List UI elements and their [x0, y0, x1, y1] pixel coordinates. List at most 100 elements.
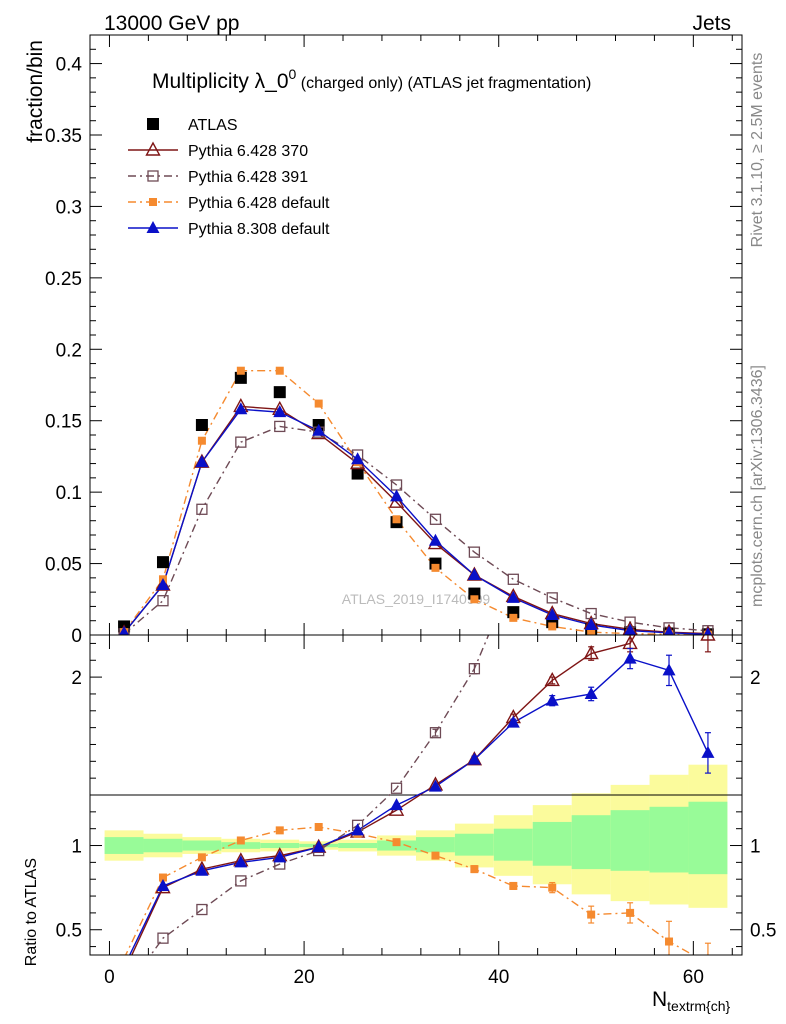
ratio-y-tick-label-right: 1: [750, 837, 761, 858]
ratio-point: [392, 838, 401, 847]
data-point: [351, 467, 364, 480]
legend-label: Pythia 6.428 370: [188, 143, 308, 160]
mcplots-label: mcplots.cern.ch [arXiv:1306.3436]: [749, 365, 766, 607]
data-point: [275, 366, 284, 375]
ratio-point: [701, 745, 715, 758]
header-left: 13000 GeV pp: [104, 12, 239, 35]
stat-uncertainty-band: [104, 837, 144, 854]
data-point: [428, 533, 442, 546]
data-point: [157, 595, 169, 607]
stat-uncertainty-band: [416, 837, 455, 853]
data-point: [119, 625, 130, 635]
data-point: [156, 578, 170, 590]
ratio-point: [236, 836, 245, 845]
main-y-axis: 0 0.05 0.1 0.15 0.2 0.25 0.3 0.35 0.4: [45, 35, 742, 647]
main-panel: 0 0.05 0.1 0.15 0.2 0.25 0.3 0.35 0.4 ATLAS_2019…: [24, 34, 743, 647]
ratio-point: [703, 167, 713, 177]
legend: ATLAS Pythia 6.428 370 Pythia 6.428 391 Pyt…: [128, 117, 330, 238]
analysis-watermark: ATLAS_2019_I1740909: [342, 591, 491, 607]
ratio-axes: 0.5 0.51 12 20 20 40 60: [56, 635, 776, 988]
data-point: [546, 592, 558, 604]
ratio-point: [390, 782, 403, 794]
ratio-y-tick-label: 2: [71, 668, 82, 689]
main-y-tick-label: 0.05: [45, 555, 82, 576]
data-point: [584, 618, 598, 630]
ratio-point: [544, 672, 560, 687]
ratio-point: [156, 878, 170, 891]
ratio-point: [312, 840, 326, 853]
ratio-point: [157, 932, 169, 944]
ratio-point: [158, 873, 167, 882]
rivet-version-label: Rivet 3.1.10, ≥ 2.5M events: [749, 53, 766, 248]
ratio-point: [625, 335, 635, 345]
series-line: [123, 408, 708, 635]
data-point: [195, 455, 209, 468]
data-point: [235, 436, 247, 448]
ratio-line: [149, 635, 490, 955]
stat-uncertainty-band: [338, 843, 378, 849]
data-point: [509, 613, 518, 622]
x-tick-label: 0: [104, 967, 115, 988]
main-series-points: [118, 366, 714, 635]
data-point: [196, 503, 208, 515]
data-point: [273, 386, 286, 399]
ratio-point: [467, 752, 481, 765]
stat-uncertainty-band: [610, 810, 650, 871]
data-point: [273, 405, 287, 418]
main-y-label: fraction/bin: [24, 40, 47, 143]
ratio-point: [314, 823, 323, 831]
ratio-y-tick-label-right: 0.5: [750, 921, 776, 942]
ratio-point: [470, 865, 479, 874]
ratio-series-lines: [124, 635, 709, 955]
x-tick-label: 60: [683, 967, 704, 988]
ratio-line: [128, 657, 709, 955]
x-axis-label-sub: textrm{ch}: [667, 998, 730, 1014]
stat-uncertainty-band: [532, 821, 572, 866]
data-point: [431, 563, 440, 572]
ratio-point: [195, 863, 209, 876]
data-point: [664, 625, 674, 635]
x-axis-label-main: N: [652, 988, 667, 1011]
legend-label: ATLAS: [188, 117, 238, 134]
stat-uncertainty-band: [571, 815, 611, 870]
series-line: [123, 405, 708, 635]
ratio-point: [119, 987, 129, 997]
stat-uncertainty-band: [493, 828, 533, 861]
ratio-point: [390, 798, 404, 811]
stat-uncertainty-band: [649, 806, 689, 873]
ratio-line: [131, 635, 708, 955]
ratio-point: [662, 663, 676, 676]
main-y-tick-label: 0.4: [56, 55, 83, 76]
data-point: [507, 573, 519, 585]
ratio-panel: 0.5 0.51 12 20 20 40 60 Ratio to ATLAS Ntextrm…: [23, 167, 776, 1014]
x-tick-label: 20: [294, 967, 315, 988]
data-point: [470, 595, 479, 604]
ratio-point: [583, 645, 599, 660]
data-point: [703, 627, 713, 635]
legend-label: Pythia 6.428 391: [188, 169, 308, 186]
legend-marker: [147, 118, 159, 130]
data-point: [312, 423, 326, 436]
ratio-point: [548, 883, 557, 892]
ratio-point: [120, 954, 129, 955]
legend-label: Pythia 6.428 default: [188, 195, 330, 212]
main-y-tick-label: 0.25: [45, 269, 82, 290]
data-point: [390, 489, 404, 502]
data-point: [506, 590, 520, 603]
stat-uncertainty-band: [143, 838, 183, 853]
data-point: [156, 556, 169, 569]
chart-title-sup: 0: [289, 66, 297, 82]
data-point: [467, 568, 481, 580]
data-point: [429, 513, 442, 525]
ratio-point: [700, 635, 716, 641]
data-point: [587, 628, 596, 635]
ratio-y-tick-label: 1: [71, 837, 82, 858]
legend-marker: [149, 198, 157, 206]
ratio-point: [509, 881, 518, 890]
ratio-point: [547, 504, 557, 514]
main-y-tick-label: 0.1: [56, 483, 82, 504]
ratio-point: [664, 251, 674, 261]
ratio-point: [196, 903, 208, 916]
ratio-frame: [89, 634, 743, 956]
